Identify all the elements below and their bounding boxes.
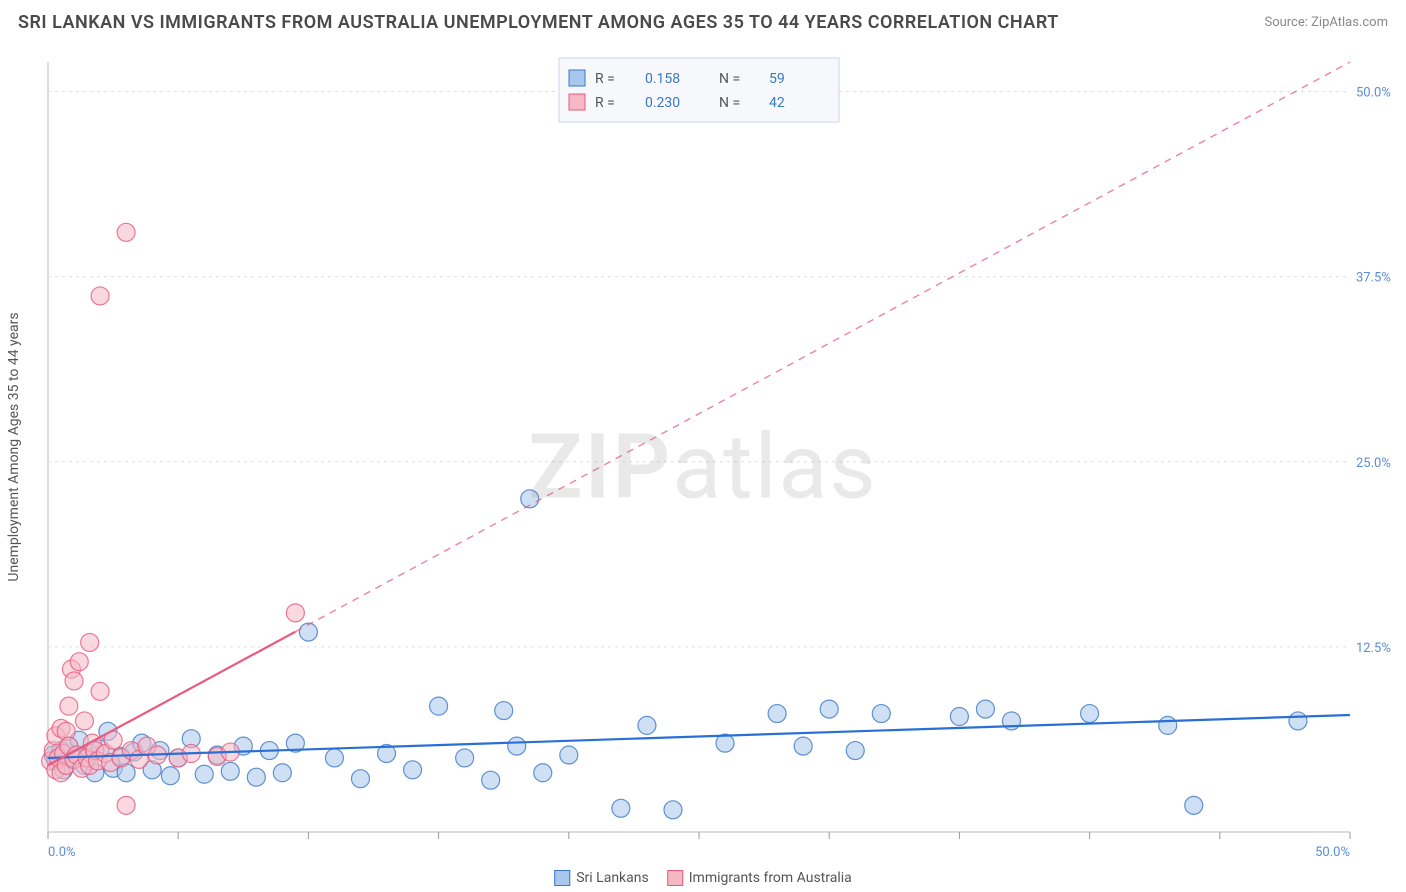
svg-text:Unemployment Among Ages 35 to: Unemployment Among Ages 35 to 44 years: [6, 312, 22, 581]
svg-text:R =: R =: [595, 95, 615, 111]
svg-text:59: 59: [769, 71, 785, 87]
legend-label: Sri Lankans: [576, 870, 649, 886]
svg-text:50.0%: 50.0%: [1356, 86, 1391, 101]
svg-text:R =: R =: [595, 71, 615, 87]
svg-text:0.0%: 0.0%: [48, 845, 76, 860]
scatter-chart: 12.5% 25.0% 37.5% 50.0% 0.0% 50.0% Unemploymen…: [0, 42, 1406, 892]
svg-text:0.230: 0.230: [645, 95, 680, 111]
svg-text:N =: N =: [719, 95, 740, 111]
svg-text:42: 42: [769, 95, 785, 111]
svg-text:25.0%: 25.0%: [1356, 456, 1391, 471]
svg-text:12.5%: 12.5%: [1356, 641, 1391, 656]
chart-container: ZIPatlas 12.5%25.0%37.5%50.0%0.0%50.0%Un…: [0, 42, 1406, 892]
legend-label: Immigrants from Australia: [689, 870, 852, 886]
source-attribution: Source: ZipAtlas.com: [1264, 15, 1388, 30]
svg-text:0.158: 0.158: [645, 71, 680, 87]
legend-swatch: [667, 870, 683, 886]
svg-text:50.0%: 50.0%: [1315, 845, 1350, 860]
legend-item: Immigrants from Australia: [667, 870, 852, 886]
svg-text:37.5%: 37.5%: [1356, 271, 1391, 286]
svg-text:N =: N =: [719, 71, 740, 87]
chart-title: SRI LANKAN VS IMMIGRANTS FROM AUSTRALIA …: [18, 12, 1059, 33]
legend-swatch: [554, 870, 570, 886]
source-name: ZipAtlas.com: [1311, 15, 1388, 30]
legend-item: Sri Lankans: [554, 870, 649, 886]
legend-bottom: Sri Lankans Immigrants from Australia: [554, 870, 852, 886]
source-label: Source:: [1264, 15, 1311, 30]
